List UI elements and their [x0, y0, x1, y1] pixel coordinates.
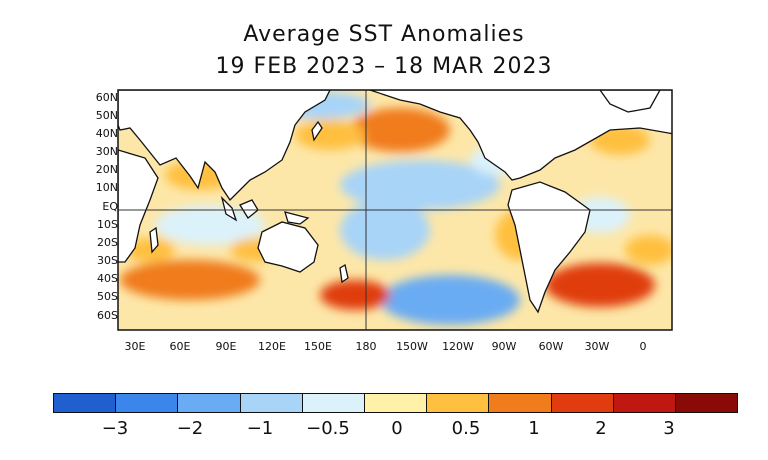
- lon-label-150e: 150E: [304, 340, 332, 353]
- lon-label-60w: 60W: [538, 340, 564, 353]
- colorbar-label-2: 2: [595, 418, 607, 439]
- colorbar-swatch: [674, 394, 738, 412]
- colorbar-swatch: [363, 394, 427, 412]
- lat-label-50s: 50S: [97, 290, 118, 303]
- lat-label-10n: 10N: [95, 181, 118, 194]
- anomaly-field: [118, 90, 672, 330]
- colorbar-label-1: 1: [528, 418, 540, 439]
- lon-label-180: 180: [355, 340, 377, 353]
- lat-label-20s: 20S: [97, 236, 118, 249]
- lon-label-90w: 90W: [491, 340, 517, 353]
- colorbar-swatch: [426, 394, 489, 412]
- colorbar-swatch: [301, 394, 364, 412]
- colorbar-swatch: [177, 394, 240, 412]
- lon-label-150w: 150W: [396, 340, 428, 353]
- lon-label-0: 0: [639, 340, 647, 353]
- color-scale-bar: [53, 393, 738, 413]
- lat-label-50n: 50N: [95, 109, 118, 122]
- map-frame: [117, 89, 673, 331]
- colorbar-swatch: [612, 394, 675, 412]
- lon-label-120w: 120W: [442, 340, 474, 353]
- colorbar-label-0-5: 0.5: [451, 418, 481, 439]
- colorbar-swatch: [239, 394, 302, 412]
- land-masses: [118, 90, 672, 314]
- colorbar-label-neg1: −1: [246, 418, 274, 439]
- lat-label-40s: 40S: [97, 272, 118, 285]
- lon-label-120e: 120E: [258, 340, 286, 353]
- colorbar-swatch: [115, 394, 178, 412]
- lon-label-30w: 30W: [584, 340, 610, 353]
- lat-label-10s: 10S: [97, 218, 118, 231]
- colorbar-swatch: [488, 394, 551, 412]
- colorbar-label-neg0-5: −0.5: [306, 418, 350, 439]
- map-date-range: 19 FEB 2023 – 18 MAR 2023: [215, 54, 553, 79]
- lat-label-60n: 60N: [95, 91, 118, 104]
- lat-label-30n: 30N: [95, 145, 118, 158]
- colorbar-label-neg3: −3: [101, 418, 129, 439]
- colorbar-swatch: [550, 394, 613, 412]
- lat-label-eq: EQ: [102, 200, 118, 213]
- lat-label-20n: 20N: [95, 163, 118, 176]
- lat-label-40n: 40N: [95, 127, 118, 140]
- lat-label-60s: 60S: [97, 309, 118, 322]
- colorbar-label-neg2: −2: [176, 418, 204, 439]
- colorbar-label-0: 0: [391, 418, 403, 439]
- lon-label-90e: 90E: [215, 340, 237, 353]
- colorbar-swatch: [54, 394, 116, 412]
- map-title: Average SST Anomalies: [243, 22, 525, 47]
- lon-label-60e: 60E: [169, 340, 191, 353]
- lat-label-30s: 30S: [97, 254, 118, 267]
- colorbar-label-3: 3: [663, 418, 675, 439]
- lon-label-30e: 30E: [124, 340, 146, 353]
